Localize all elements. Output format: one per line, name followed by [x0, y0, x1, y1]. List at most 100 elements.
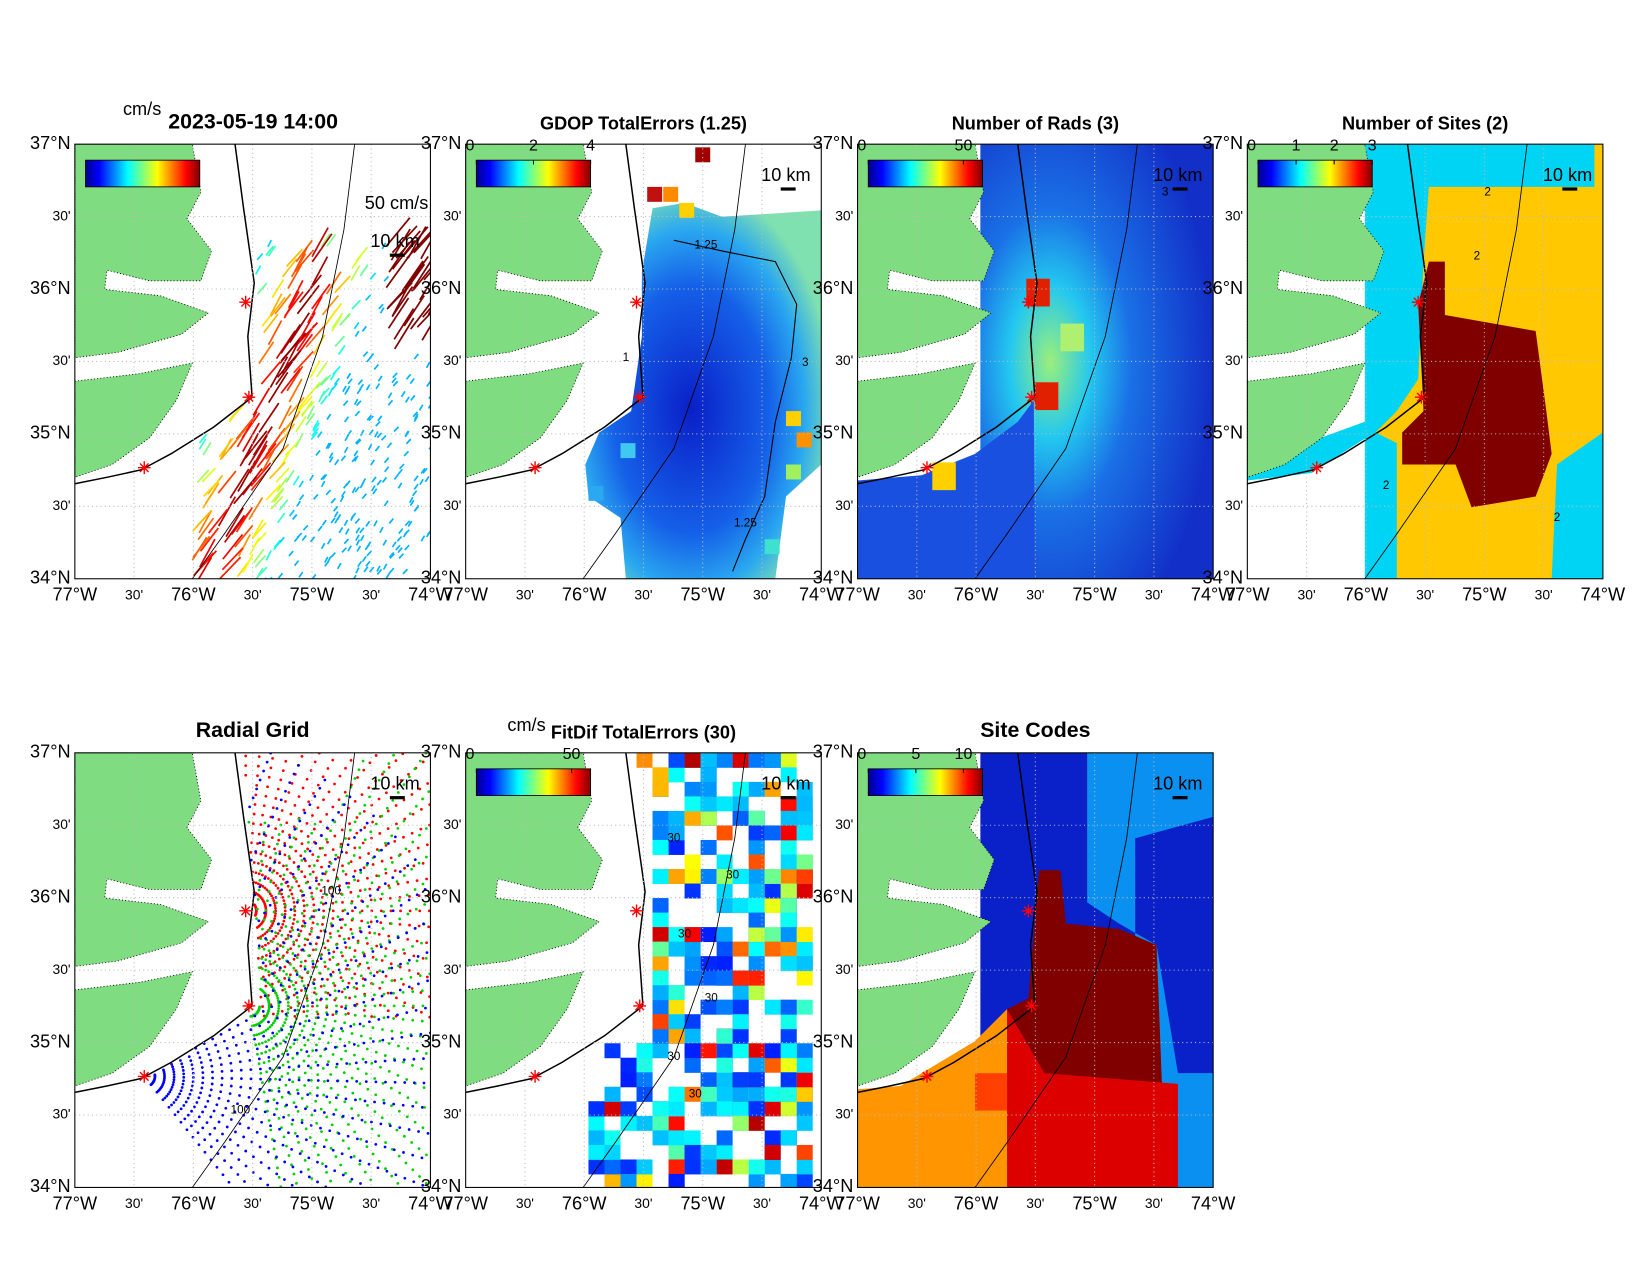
radial-grid-point — [399, 962, 402, 966]
radial-grid-point — [398, 1091, 402, 1095]
land — [857, 144, 995, 359]
y-tick-label: 30' — [835, 207, 853, 223]
fitdif-cell — [748, 825, 765, 841]
radial-grid-point — [201, 1071, 205, 1075]
radial-grid-point — [377, 933, 381, 936]
y-tick-label: 30' — [443, 207, 461, 223]
radial-grid-point — [420, 1105, 424, 1109]
current-vector — [311, 227, 329, 258]
current-vector — [423, 271, 431, 281]
radial-grid-point — [237, 1158, 241, 1162]
fitdif-cell — [764, 1043, 781, 1059]
current-vector — [350, 265, 361, 281]
current-vector — [383, 500, 389, 507]
radial-grid-point — [425, 855, 428, 859]
radial-grid-point — [374, 1050, 378, 1054]
radial-grid-point — [378, 1039, 382, 1043]
radial-grid-point — [360, 1118, 364, 1122]
radial-grid-point — [292, 1068, 296, 1072]
radial-grid-point — [291, 1080, 295, 1084]
fitdif-cell — [796, 869, 813, 884]
radial-grid-point — [254, 1107, 258, 1111]
radial-grid-point — [246, 1049, 250, 1053]
radial-grid-point — [290, 926, 294, 930]
current-vector — [369, 272, 377, 280]
radial-grid-point — [204, 1105, 207, 1109]
y-tick-label: 30' — [52, 207, 70, 223]
radial-grid-point — [374, 1093, 378, 1097]
radial-grid-point — [358, 1159, 362, 1163]
radial-grid-point — [253, 1037, 256, 1041]
current-vector — [328, 452, 334, 459]
radial-grid-point — [266, 877, 270, 880]
radial-grid-point — [425, 843, 429, 847]
radial-grid-point — [368, 931, 372, 935]
radial-grid-point — [373, 1100, 376, 1104]
current-vector — [419, 280, 431, 301]
fitdif-cell — [604, 1144, 621, 1160]
radial-grid-point — [258, 885, 262, 889]
radial-grid-point — [149, 1083, 153, 1087]
x-tick-label: 30' — [634, 1195, 652, 1211]
current-vector — [192, 535, 211, 559]
y-tick-label: 30' — [443, 816, 461, 832]
radial-grid-point — [281, 1063, 285, 1067]
radial-grid-point — [340, 1005, 343, 1009]
distance-scale-label: 10 km — [761, 165, 810, 185]
fitdif-cell — [604, 1159, 621, 1175]
isobath — [582, 144, 746, 579]
radial-grid-point — [256, 842, 259, 845]
radial-grid-point — [280, 1009, 284, 1013]
map-frame — [857, 143, 1214, 580]
current-vector — [404, 430, 410, 438]
radial-grid-point — [387, 766, 391, 769]
radial-grid-point — [351, 1091, 355, 1095]
radial-grid-point — [274, 852, 278, 855]
radial-grid-point — [256, 1052, 259, 1056]
radial-grid-point — [271, 756, 274, 760]
current-vector — [359, 264, 369, 277]
fitdif-cell — [700, 970, 717, 986]
radial-grid-point — [338, 884, 341, 888]
current-vector — [371, 476, 377, 483]
radial-grid-point — [396, 791, 400, 794]
radial-grid-point — [363, 1120, 367, 1124]
fitdif-cell — [764, 781, 781, 797]
current-vector — [418, 404, 424, 411]
radial-grid-point — [179, 1120, 183, 1124]
current-vector — [359, 527, 365, 534]
sites-field — [1247, 411, 1408, 481]
x-tick-label: 30' — [1535, 587, 1553, 603]
radial-grid-point — [402, 983, 405, 986]
colorbar-tick-label: 50 — [955, 138, 973, 155]
fitdif-cell — [748, 985, 765, 1001]
radial-grid-point — [281, 945, 285, 949]
current-vector — [333, 511, 339, 518]
current-vector — [363, 566, 369, 573]
x-tick-label: 30' — [362, 1195, 380, 1211]
radial-grid-point — [284, 925, 288, 928]
radial-grid-point — [258, 841, 262, 845]
radial-grid-point — [270, 1023, 274, 1027]
radial-grid-point — [333, 984, 337, 988]
radial-grid-point — [398, 988, 402, 992]
radial-grid-point — [356, 964, 360, 968]
radial-grid-point — [183, 1117, 187, 1121]
fitdif-cell — [700, 1101, 717, 1117]
radial-grid-point — [331, 1053, 335, 1056]
x-tick-label: 30' — [1298, 587, 1316, 603]
radial-grid-point — [377, 797, 381, 801]
radial-grid-point — [307, 1156, 311, 1160]
radial-grid-point — [415, 879, 419, 883]
y-tick-label: 30' — [52, 497, 70, 513]
radial-grid-point — [278, 929, 282, 933]
radial-grid-point — [292, 957, 296, 961]
current-vector — [382, 539, 388, 546]
fitdif-cell — [636, 752, 653, 768]
radial-grid-point — [303, 849, 307, 853]
fitdif-cell — [716, 1043, 733, 1059]
current-vector — [198, 438, 207, 450]
fitdif-cell — [684, 927, 701, 943]
radial-grid-point — [264, 1040, 267, 1044]
y-tick-label: 30' — [1225, 497, 1243, 513]
